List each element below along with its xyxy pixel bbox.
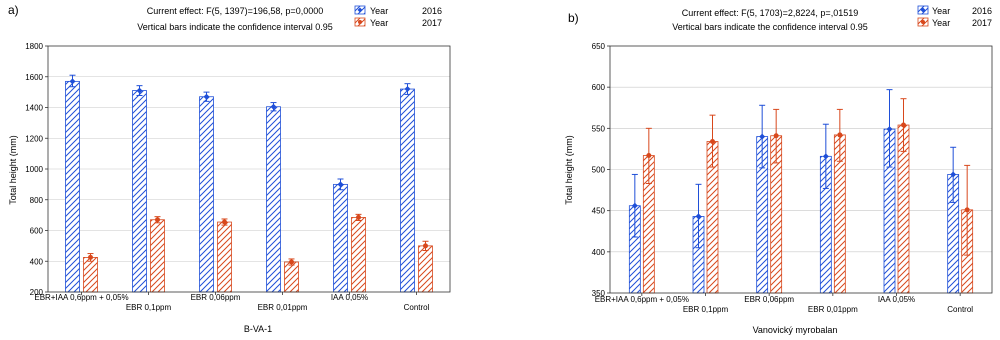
mean-marker-2017	[964, 207, 970, 213]
y-tick-label: 450	[592, 207, 606, 216]
plot-area-frame	[609, 45, 993, 294]
bar-2017	[351, 217, 366, 293]
y-tick-label: 600	[30, 227, 44, 236]
mean-marker-2017	[646, 153, 652, 159]
y-tick-label: 200	[30, 288, 44, 297]
mean-marker-2016	[136, 87, 143, 94]
legend-year-2017: 2017	[422, 18, 442, 28]
legend-marker-2016	[357, 7, 363, 13]
legend-label-2017: Year	[370, 18, 388, 28]
mean-marker-2017	[901, 122, 906, 128]
legend-label-2016: Year	[370, 6, 388, 16]
bar-2016	[400, 88, 415, 293]
chart-panel-b: b) Current effect: F(5, 1703)=2,8224, p=…	[564, 5, 993, 335]
y-tick-label: 400	[30, 257, 44, 266]
mean-marker-2016	[203, 93, 210, 100]
y-tick-label: 1600	[25, 73, 43, 82]
panel-label: a)	[8, 3, 19, 17]
mean-marker-2017	[710, 139, 715, 145]
bar-2016	[333, 183, 348, 293]
mean-marker-2017	[773, 133, 779, 139]
mean-marker-2016	[631, 202, 638, 209]
legend-year-2016: 2016	[972, 6, 992, 16]
mean-marker-2016	[270, 103, 277, 110]
legend-marker-2017	[358, 20, 362, 24]
x-tick-label: EBR 0,1ppm	[683, 305, 729, 314]
mean-marker-2017	[289, 259, 294, 265]
x-tick-label: EBR 0,01ppm	[258, 303, 308, 312]
bar-2017	[150, 219, 165, 293]
chart-panel-a: a) Current effect: F(5, 1397)=196,58, p=…	[8, 3, 451, 334]
mean-marker-2016	[337, 181, 344, 188]
mean-marker-2017	[837, 132, 843, 138]
x-tick-label: EBR 0,06ppm	[191, 293, 241, 302]
y-tick-label: 800	[30, 196, 44, 205]
bar-2017	[217, 221, 232, 293]
mean-marker-2017	[88, 254, 93, 260]
chart-title-line-2: Vertical bars indicate the confidence in…	[137, 22, 333, 32]
chart-title-line-2: Vertical bars indicate the confidence in…	[672, 22, 868, 32]
legend: Year 2016 Year 2017	[917, 5, 992, 28]
chart-title-line-1: Current effect: F(5, 1397)=196,58, p=0,0…	[147, 6, 323, 16]
bar-2017	[418, 245, 433, 293]
mean-marker-2016	[759, 133, 766, 140]
legend-label-2017: Year	[932, 18, 950, 28]
x-tick-label: EBR 0,06ppm	[744, 295, 794, 304]
bar-2016	[132, 90, 147, 293]
bar-2016	[199, 96, 214, 293]
x-tick-label: EBR 0,01ppm	[808, 305, 858, 314]
x-tick-label: EBR+IAA 0,6ppm + 0,05%	[34, 293, 128, 302]
y-tick-label: 1200	[25, 134, 43, 143]
x-tick-label: EBR 0,1ppm	[126, 303, 172, 312]
x-tick-label: IAA 0,05%	[878, 295, 915, 304]
plot-area-frame	[47, 45, 451, 293]
legend: Year 2016 Year 2017	[354, 5, 442, 28]
bar-2017	[284, 261, 299, 293]
y-tick-label: 600	[592, 83, 606, 92]
x-axis-label: Vanovický myrobalan	[753, 325, 838, 335]
mean-marker-2017	[155, 217, 160, 223]
legend-marker-2017	[921, 20, 925, 24]
legend-year-2016: 2016	[422, 6, 442, 16]
mean-marker-2016	[69, 78, 76, 85]
y-tick-label: 350	[592, 289, 606, 298]
legend-label-2016: Year	[932, 6, 950, 16]
y-tick-label: 500	[592, 166, 606, 175]
legend-marker-2016	[920, 7, 926, 13]
mean-marker-2016	[886, 126, 893, 133]
mean-marker-2016	[950, 171, 957, 178]
x-tick-label: EBR+IAA 0,6ppm + 0,05%	[595, 295, 689, 304]
x-tick-label: Control	[947, 305, 973, 314]
chart-title-line-1: Current effect: F(5, 1703)=2,8224, p=,01…	[682, 8, 858, 18]
y-tick-label: 550	[592, 124, 606, 133]
mean-marker-2016	[404, 86, 411, 93]
y-tick-label: 1800	[25, 42, 43, 51]
y-tick-label: 650	[592, 42, 606, 51]
bar-2017	[83, 257, 98, 293]
mean-marker-2017	[222, 219, 227, 225]
legend-year-2017: 2017	[972, 18, 992, 28]
y-axis-label: Total height (mm)	[8, 135, 18, 205]
x-tick-label: Control	[404, 303, 430, 312]
panel-label: b)	[568, 11, 579, 25]
mean-marker-2017	[356, 214, 361, 220]
x-tick-label: IAA 0,05%	[331, 293, 368, 302]
mean-marker-2016	[695, 213, 702, 220]
y-axis-label: Total height (mm)	[564, 135, 574, 205]
mean-marker-2016	[822, 153, 829, 160]
x-axis-label: B-VA-1	[244, 324, 272, 334]
bar-2016	[266, 106, 281, 293]
y-tick-label: 1400	[25, 104, 43, 113]
bar-2016	[65, 80, 80, 293]
y-tick-label: 1000	[25, 165, 43, 174]
y-tick-label: 400	[592, 248, 606, 257]
mean-marker-2017	[423, 243, 428, 249]
